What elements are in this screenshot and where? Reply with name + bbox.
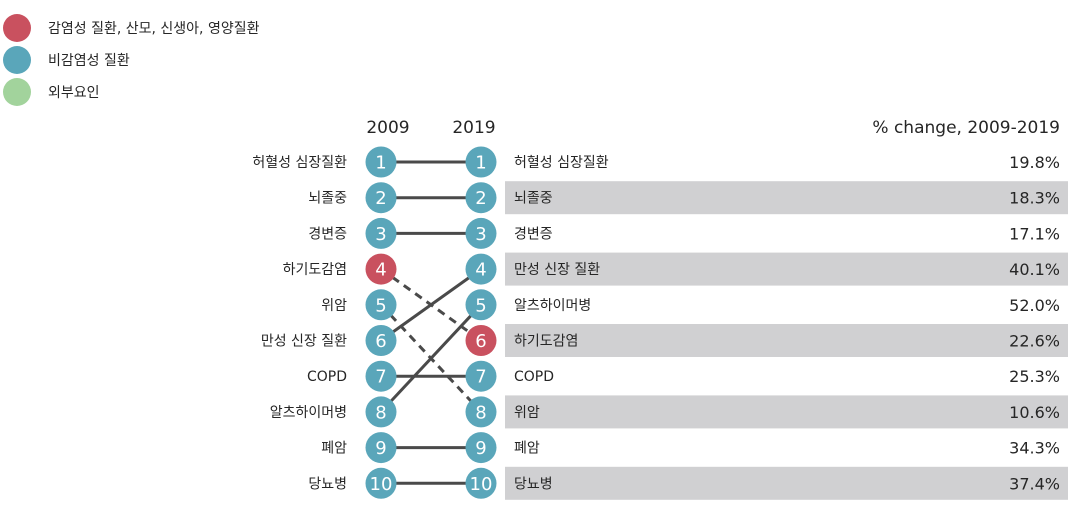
percent-change-value: 37.4% — [1009, 474, 1060, 493]
cause-label-2019: 위암 — [514, 405, 540, 421]
connector-solid — [380, 267, 482, 342]
cause-label-2019: 당뇨병 — [514, 476, 553, 492]
cause-label-2019: 만성 신장 질환 — [514, 262, 600, 278]
rank-number-2019: 8 — [475, 402, 486, 423]
rank-marker-2019 — [465, 289, 497, 321]
cause-label-2019: 뇌졸중 — [514, 191, 553, 207]
cause-label-2009: 당뇨병 — [308, 476, 347, 492]
rank-number-2019: 3 — [475, 224, 486, 245]
rank-number-2019: 7 — [475, 367, 486, 388]
rank-marker-2019 — [465, 360, 497, 392]
cause-label-2019: 알츠하이머병 — [514, 298, 591, 314]
row-band — [505, 324, 1068, 357]
row-band — [505, 395, 1068, 429]
row-bands — [505, 181, 1068, 500]
row-band — [505, 181, 1068, 215]
change-header: % change, 2009-2019 — [872, 118, 1060, 138]
rank-marker-2009 — [365, 182, 397, 214]
year-2019-label: 2019 — [452, 118, 495, 138]
row-band — [505, 252, 1068, 286]
percent-change-value: 22.6% — [1009, 332, 1060, 351]
rank-marker-2009 — [365, 217, 397, 249]
percent-change-value: 34.3% — [1009, 439, 1060, 458]
cause-label-2009: 알츠하이머병 — [270, 405, 347, 421]
rank-marker-2009 — [365, 360, 397, 392]
rank-marker-2009 — [365, 253, 397, 285]
cause-label-2009: 폐암 — [321, 441, 347, 457]
rank-number-2009: 10 — [370, 474, 393, 495]
legend-label: 비감염성 질환 — [48, 53, 130, 69]
connector-solid — [379, 303, 483, 413]
connector-lines — [379, 160, 483, 485]
rank-number-2019: 4 — [475, 260, 486, 281]
rank-marker-2009 — [365, 396, 397, 428]
percent-change-value: 52.0% — [1009, 296, 1060, 315]
cause-label-2019: 하기도감염 — [514, 334, 578, 350]
rank-number-2009: 4 — [375, 260, 386, 281]
rank-number-2019: 6 — [475, 331, 486, 352]
year-2009-label: 2009 — [366, 118, 409, 138]
legend-swatch — [3, 46, 31, 74]
rank-number-2009: 3 — [375, 224, 386, 245]
rank-marker-2019 — [465, 182, 497, 214]
cause-label-2009: 하기도감염 — [283, 262, 347, 278]
rank-number-2019: 10 — [470, 474, 493, 495]
cause-label-2019: 경변증 — [514, 226, 553, 242]
percent-change-value: 18.3% — [1009, 189, 1060, 208]
percent-change-value: 10.6% — [1009, 403, 1060, 422]
rank-number-2009: 8 — [375, 402, 386, 423]
rank-marker-2009 — [365, 289, 397, 321]
legend-label: 외부요인 — [48, 85, 100, 101]
rank-number-2009: 5 — [375, 295, 386, 316]
rank-number-2019: 1 — [475, 153, 486, 174]
rank-marker-2009 — [365, 325, 397, 356]
legend-swatch — [3, 78, 31, 106]
ranking-2019: 1 허혈성 심장질환 19.8% 2 뇌졸중 18.3% 3 경변증 17.1% 4 만성 신장 질… — [465, 146, 1060, 499]
cause-label-2009: 뇌졸중 — [308, 191, 347, 207]
rank-marker-2009 — [365, 432, 397, 464]
cause-label-2009: 만성 신장 질환 — [261, 334, 347, 350]
rank-number-2009: 9 — [375, 438, 386, 459]
legend-swatch — [3, 14, 31, 42]
rank-marker-2019 — [465, 467, 497, 499]
cause-label-2009: 위암 — [321, 298, 347, 314]
legend-label: 감염성 질환, 산모, 신생아, 영양질환 — [48, 21, 260, 37]
rank-marker-2019 — [465, 217, 497, 249]
rank-number-2009: 7 — [375, 367, 386, 388]
rank-number-2009: 6 — [375, 331, 386, 352]
cause-label-2019: 폐암 — [514, 441, 540, 457]
rank-number-2009: 1 — [375, 153, 386, 174]
cause-label-2009: 경변증 — [308, 226, 347, 242]
cause-label-2019: COPD — [514, 369, 554, 385]
rank-marker-2019 — [465, 432, 497, 464]
percent-change-value: 17.1% — [1009, 224, 1060, 243]
ranking-2009: 허혈성 심장질환 1 뇌졸중 2 경변증 3 하기도감염 4 위암 5 만성 신장 질환 6 COPD 7… — [252, 146, 397, 499]
cause-label-2009: COPD — [307, 369, 347, 385]
percent-change-value: 19.8% — [1009, 153, 1060, 172]
rank-marker-2009 — [365, 146, 397, 178]
rank-marker-2019 — [465, 253, 497, 285]
rank-number-2019: 5 — [475, 295, 486, 316]
rank-marker-2009 — [365, 467, 397, 499]
cause-label-2019: 허혈성 심장질환 — [514, 155, 609, 171]
column-headers: 2009 2019 % change, 2009-2019 — [366, 118, 1060, 138]
cause-label-2009: 허혈성 심장질환 — [252, 155, 347, 171]
percent-change-value: 25.3% — [1009, 367, 1060, 386]
rank-marker-2019 — [465, 396, 497, 428]
rank-number-2019: 2 — [475, 188, 486, 209]
rank-number-2019: 9 — [475, 438, 486, 459]
rank-number-2009: 2 — [375, 188, 386, 209]
percent-change-value: 40.1% — [1009, 260, 1060, 279]
rank-marker-2019 — [465, 146, 497, 178]
row-band — [505, 466, 1068, 500]
rank-marker-2019 — [465, 325, 497, 356]
